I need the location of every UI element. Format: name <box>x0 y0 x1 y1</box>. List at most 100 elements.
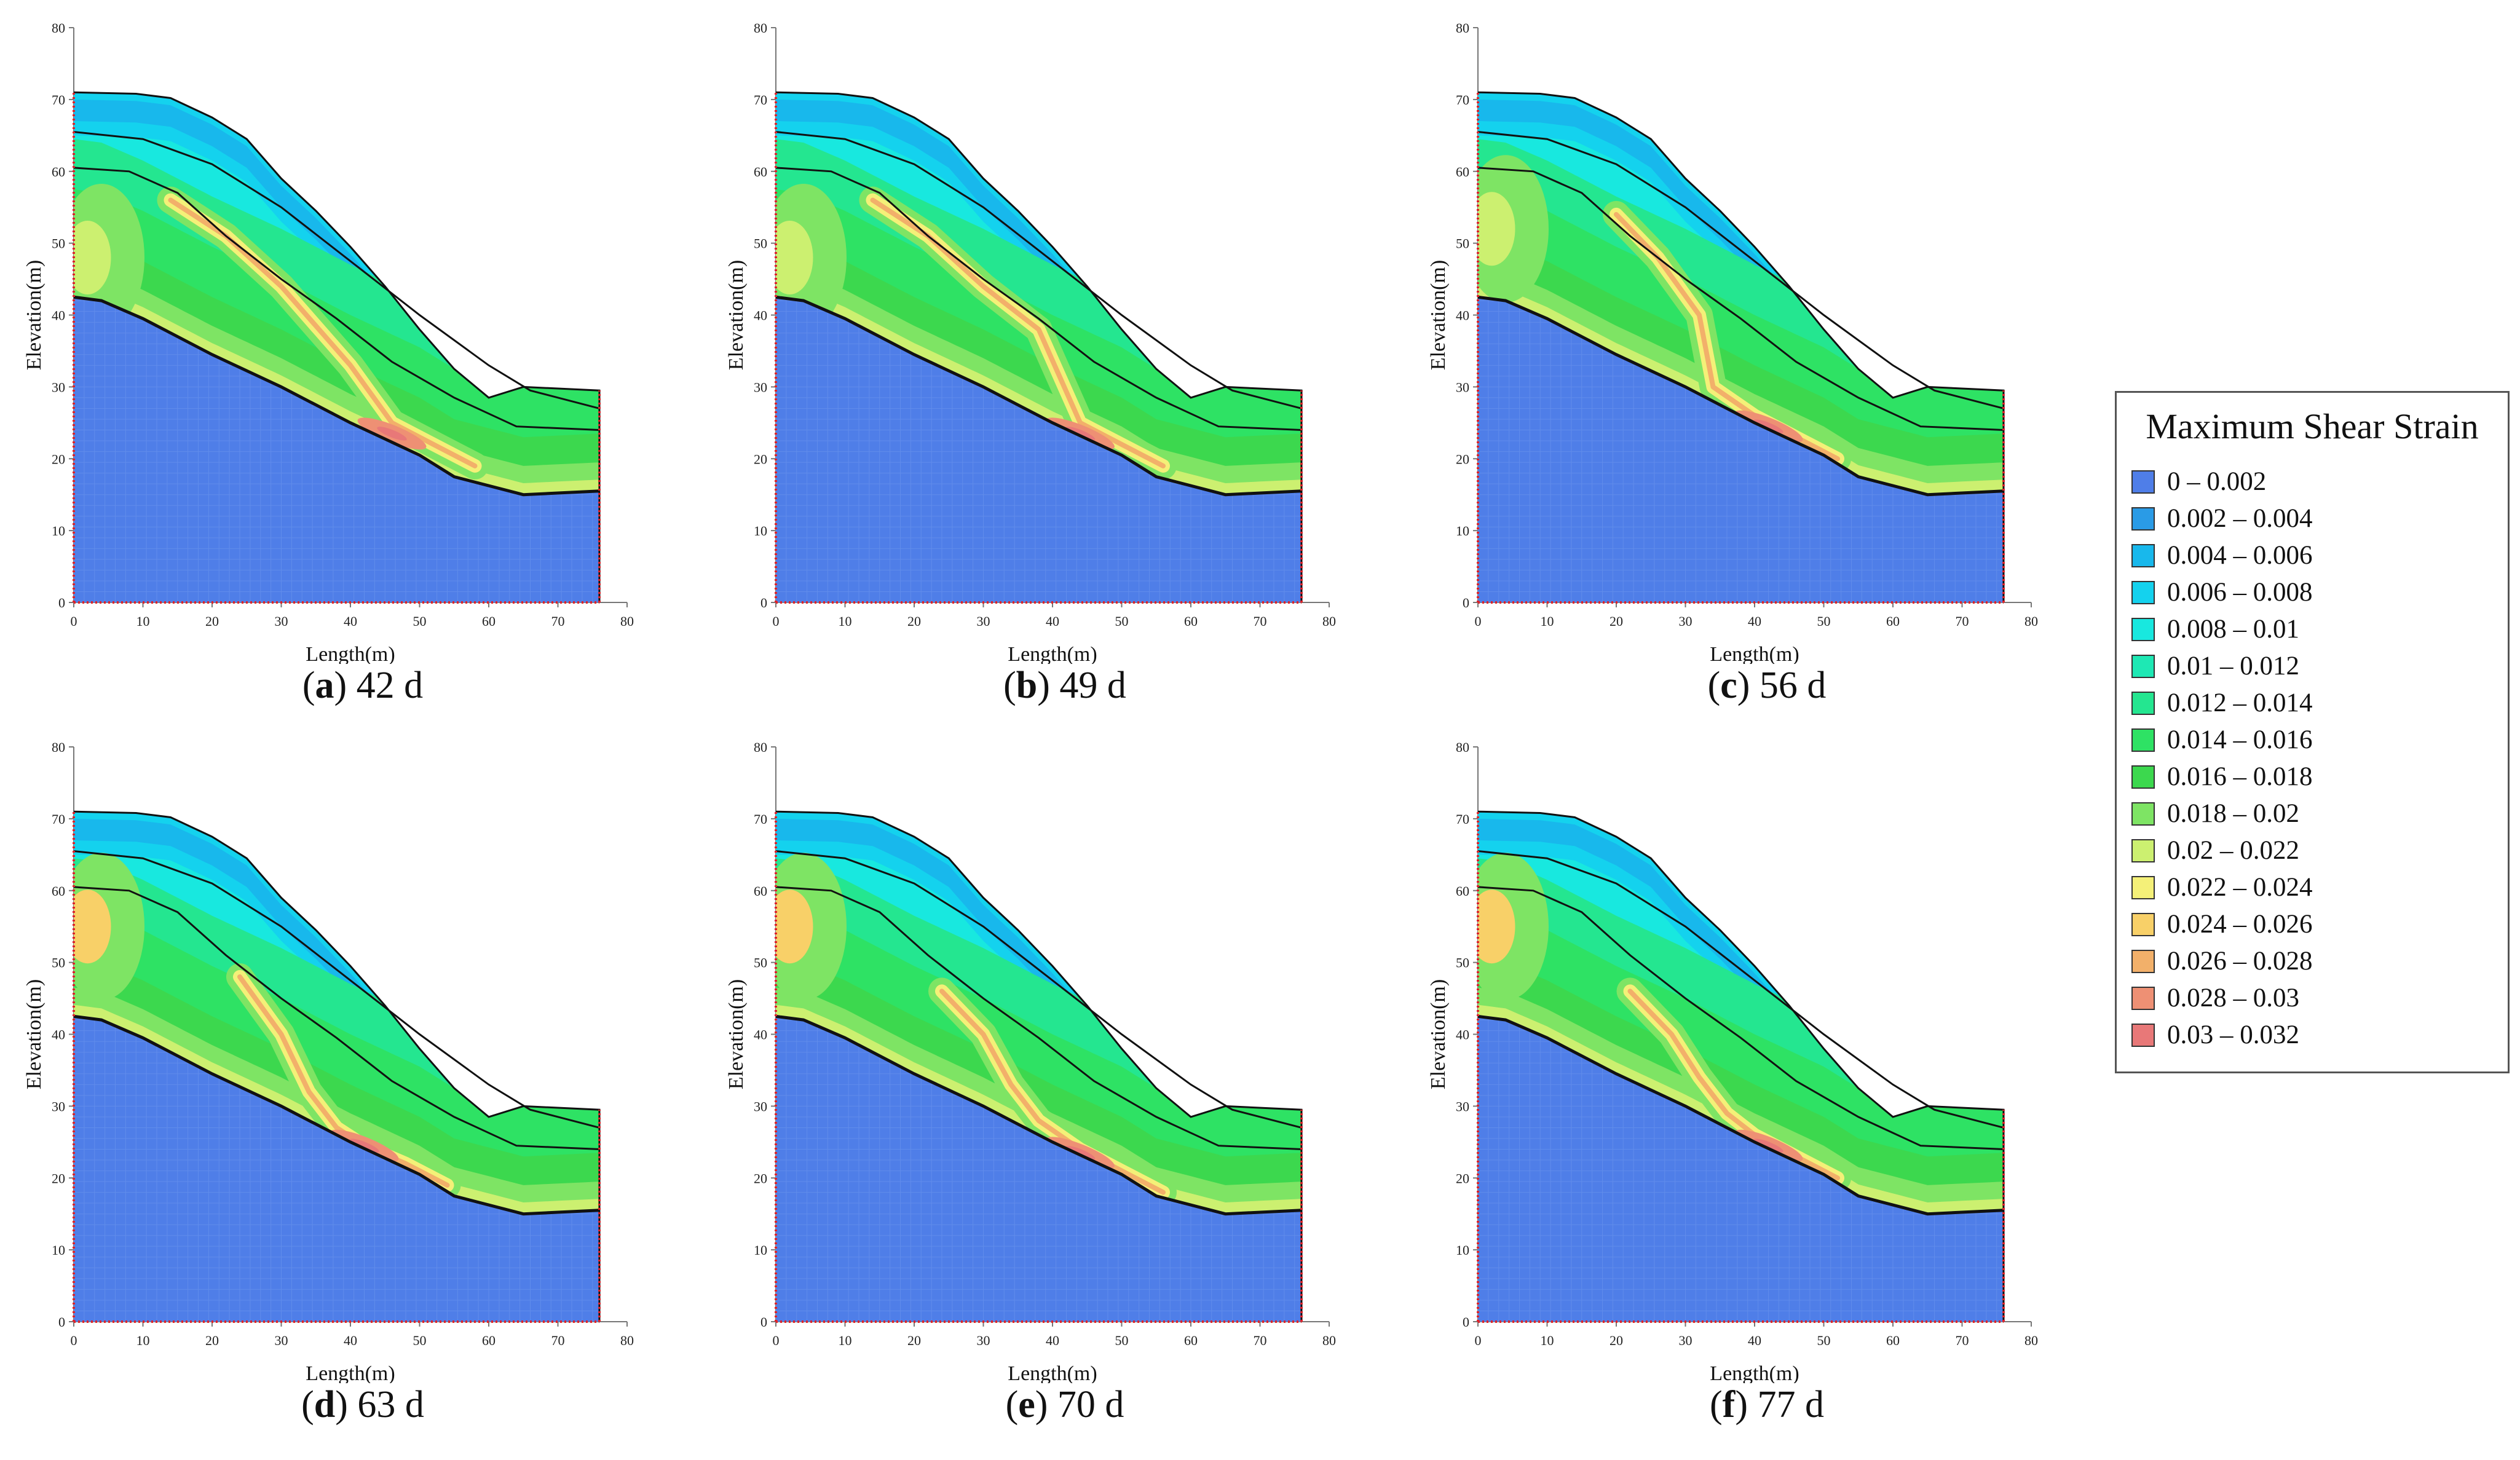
legend-swatch <box>2131 692 2155 715</box>
legend-swatch <box>2131 507 2155 531</box>
x-tick-label: 60 <box>482 1333 496 1348</box>
y-tick-label: 30 <box>52 1099 65 1114</box>
contour-region <box>1478 1004 2004 1214</box>
y-tick-label: 20 <box>52 451 65 467</box>
layer-boundary-line <box>73 167 600 431</box>
x-tick-label: 70 <box>1254 1333 1267 1348</box>
contour-plot-d: 0 10 20 30 40 50 60 70 80 0 10 20 30 40 50 60 70 80 Length… <box>23 740 634 1383</box>
legend-item: 0.016 – 0.018 <box>2131 762 2313 792</box>
x-tick-label: 60 <box>1184 614 1198 629</box>
layer-boundary-line <box>775 131 1302 409</box>
y-tick-label: 0 <box>760 1314 767 1330</box>
legend-label: 0.014 – 0.016 <box>2167 725 2313 754</box>
y-tick-label: 80 <box>754 740 767 755</box>
legend-item: 0.014 – 0.016 <box>2131 725 2313 756</box>
x-tick-label: 30 <box>977 614 990 629</box>
x-tick-label: 30 <box>977 1333 990 1348</box>
panel-caption-d: (d) 63 d <box>301 1384 424 1426</box>
y-tick-label: 70 <box>754 92 767 108</box>
y-tick-label: 0 <box>1463 595 1469 610</box>
y-tick-label: 10 <box>1456 523 1469 539</box>
y-tick-label: 50 <box>754 955 767 971</box>
bedrock-boundary-line <box>73 295 600 497</box>
contour-fill <box>1478 92 2004 602</box>
legend-label: 0.002 – 0.004 <box>2167 504 2313 533</box>
legend-item: 0.012 – 0.014 <box>2131 688 2313 719</box>
panel-letter-d: d <box>314 1384 336 1426</box>
contour-region <box>776 239 1301 495</box>
x-tick-label: 70 <box>1956 1333 1969 1348</box>
x-tick-label: 10 <box>1541 614 1554 629</box>
panel-label-a: 42 d <box>347 665 424 706</box>
x-tick-label: 30 <box>1679 614 1693 629</box>
panel-caption-e: (e) 70 d <box>1005 1384 1124 1426</box>
slope-surface-line <box>73 810 601 1322</box>
strain-peak <box>1065 427 1096 441</box>
y-tick-label: 30 <box>1456 1099 1469 1114</box>
legend-swatch <box>2131 987 2155 1010</box>
x-tick-label: 0 <box>71 614 77 629</box>
y-axis-title: Elevation(m) <box>23 979 45 1089</box>
legend-swatch <box>2131 802 2155 826</box>
panel-e: 0 10 20 30 40 50 60 70 80 0 10 20 30 40 50 60 70 80 Length… <box>714 732 1415 1451</box>
panel-label-f: 77 d <box>1747 1384 1824 1426</box>
contour-plot-a: 0 10 20 30 40 50 60 70 80 0 10 20 30 40 50 60 70 80 Length… <box>23 20 634 664</box>
x-tick-label: 30 <box>1679 1333 1693 1348</box>
legend-item: 0.006 – 0.008 <box>2131 577 2313 608</box>
x-tick-label: 80 <box>620 1333 634 1348</box>
y-tick-label: 30 <box>754 379 767 395</box>
contour-region <box>776 221 813 294</box>
contour-plot-e: 0 10 20 30 40 50 60 70 80 0 10 20 30 40 50 60 70 80 Length… <box>725 740 1336 1383</box>
y-tick-label: 40 <box>52 308 65 323</box>
y-tick-label: 0 <box>58 595 65 610</box>
y-tick-label: 40 <box>1456 308 1469 323</box>
x-tick-label: 40 <box>344 614 357 629</box>
x-tick-label: 10 <box>839 614 852 629</box>
x-tick-label: 10 <box>1541 1333 1554 1348</box>
x-tick-label: 80 <box>620 614 634 629</box>
strain-peak <box>377 427 407 441</box>
contour-plot-b: 0 10 20 30 40 50 60 70 80 0 10 20 30 40 50 60 70 80 Length… <box>725 20 1336 664</box>
panel-d: 0 10 20 30 40 50 60 70 80 0 10 20 30 40 50 60 70 80 Length… <box>12 732 713 1451</box>
legend-item: 0.03 – 0.032 <box>2131 1020 2299 1051</box>
contour-region <box>1478 189 2004 495</box>
x-tick-label: 0 <box>1475 614 1482 629</box>
legend-label: 0.018 – 0.02 <box>2167 799 2299 828</box>
x-tick-label: 60 <box>1886 1333 1900 1348</box>
x-tick-label: 20 <box>907 614 921 629</box>
x-axis-title: Length(m) <box>1710 1362 1799 1383</box>
slope-surface-line <box>73 91 601 602</box>
legend-label: 0.026 – 0.028 <box>2167 947 2313 976</box>
bedrock-boundary-line <box>1477 295 2004 497</box>
x-tick-label: 50 <box>1115 614 1129 629</box>
y-tick-label: 60 <box>1456 164 1469 180</box>
y-tick-label: 50 <box>1456 955 1469 971</box>
x-axis-title: Length(m) <box>1008 1362 1097 1383</box>
y-tick-label: 70 <box>52 92 65 108</box>
y-tick-label: 80 <box>754 20 767 36</box>
y-tick-label: 60 <box>754 883 767 899</box>
y-tick-label: 50 <box>52 955 65 971</box>
legend-label: 0.022 – 0.024 <box>2167 873 2313 902</box>
legend-swatch <box>2131 765 2155 789</box>
y-tick-label: 30 <box>52 379 65 395</box>
y-tick-label: 40 <box>754 308 767 323</box>
x-tick-label: 20 <box>1610 614 1623 629</box>
panel-letter-f: f <box>1722 1384 1736 1426</box>
layer-boundary-line <box>73 850 600 1129</box>
x-tick-label: 50 <box>1817 614 1831 629</box>
layer-boundary-line <box>1477 850 2004 1129</box>
layer-boundary-line <box>775 886 1302 1150</box>
x-tick-label: 80 <box>1322 614 1336 629</box>
y-tick-label: 50 <box>1456 236 1469 251</box>
legend-swatch <box>2131 876 2155 899</box>
contour-region <box>1478 909 2004 1214</box>
legend-label: 0.008 – 0.01 <box>2167 615 2299 644</box>
contour-plot-c: 0 10 20 30 40 50 60 70 80 0 10 20 30 40 50 60 70 80 Length… <box>1427 20 2038 664</box>
legend-swatch <box>2131 950 2155 973</box>
y-tick-label: 0 <box>760 595 767 610</box>
legend-title: Maximum Shear Strain <box>2146 406 2479 446</box>
x-tick-label: 70 <box>1254 614 1267 629</box>
contour-fill <box>74 92 599 602</box>
x-axis-title: Length(m) <box>1008 643 1097 664</box>
